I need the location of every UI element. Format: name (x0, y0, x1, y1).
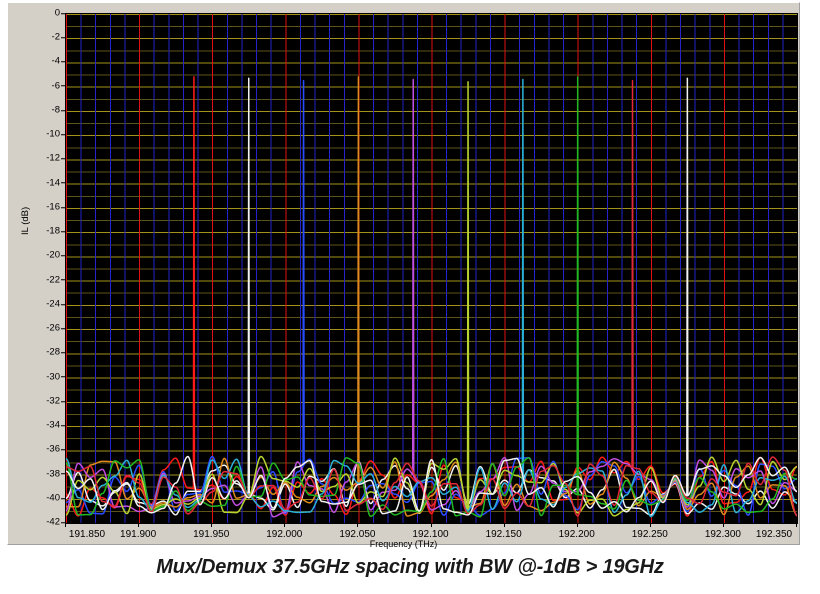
y-axis-title: IL (dB) (20, 206, 31, 235)
y-axis-tick: -10 (30, 129, 65, 139)
y-axis-tick-mark (61, 303, 65, 305)
y-axis-tick: -40 (30, 493, 65, 503)
y-axis-tick-mark (61, 425, 65, 427)
trace-ch2 (66, 77, 797, 516)
y-axis-tick: -18 (30, 226, 65, 236)
y-axis-tick-mark (61, 231, 65, 233)
y-axis-tick-mark (61, 255, 65, 257)
y-axis-tick: -12 (30, 154, 65, 164)
y-axis-tick-mark (61, 522, 65, 523)
x-axis-tick: 191.950 (193, 529, 230, 540)
y-axis-tick: 0 (30, 8, 65, 18)
x-axis-tick-mark (430, 523, 432, 527)
y-axis-tick: -22 (30, 275, 65, 285)
x-axis-tick: 192.000 (266, 529, 303, 540)
y-axis-tick: -32 (30, 396, 65, 406)
y-axis-tick: -28 (30, 348, 65, 358)
y-axis-tick: -4 (30, 57, 65, 67)
instrument-panel: 0 -2 -4 -6 -8 -10 -12 -14 -16 -18 -20 -22 -24 -26 -28 -… (7, 2, 800, 549)
figure-caption: Mux/Demux 37.5GHz spacing with BW @-1dB … (156, 556, 664, 578)
x-axis-tick-mark (576, 523, 578, 527)
trace-ch10 (66, 77, 797, 516)
vertical-major-gridlines (66, 14, 797, 523)
y-axis-tick: -24 (30, 299, 65, 309)
y-axis-tick-mark (61, 182, 65, 184)
x-axis-tick: 192.250 (631, 529, 668, 540)
x-axis-tick: 192.300 (704, 529, 741, 540)
y-axis-tick-mark (61, 279, 65, 281)
y-axis-tick-mark (61, 37, 65, 39)
y-axis-tick: -42 (30, 517, 65, 527)
y-axis-tick: -8 (30, 105, 65, 115)
y-axis-tick-mark (61, 13, 65, 14)
plot-canvas (66, 14, 797, 523)
trace-ch5 (66, 78, 797, 518)
x-axis-tick-mark (211, 523, 213, 527)
y-axis-tick: -6 (30, 81, 65, 91)
x-axis-title: Frequency (THz) (369, 539, 438, 549)
y-axis-tick-mark (61, 376, 65, 378)
y-axis-tick-mark (61, 352, 65, 354)
x-axis-tick: 192.200 (558, 529, 595, 540)
y-axis-tick-mark (61, 497, 65, 499)
x-axis-tick-mark (722, 523, 724, 527)
x-axis-tick-mark (649, 523, 651, 527)
trace-ch1 (66, 76, 797, 517)
y-axis-tick: -26 (30, 323, 65, 333)
x-axis-tick-mark (796, 523, 797, 527)
y-axis-tick: -20 (30, 251, 65, 261)
y-axis-tick-mark (61, 449, 65, 451)
trace-ch7 (66, 78, 797, 518)
y-axis-tick-mark (61, 85, 65, 87)
y-axis-tick: -2 (30, 32, 65, 42)
x-axis-tick: 191.850 (68, 529, 106, 540)
y-axis-tick: -30 (30, 372, 65, 382)
y-axis-tick-mark (61, 134, 65, 136)
trace-ch9 (66, 79, 797, 517)
trace-ch4 (66, 76, 797, 517)
x-axis-tick-mark (138, 523, 140, 527)
x-axis: 191.850 191.900 191.950 192.000 192.050 192.1… (65, 523, 797, 540)
x-axis-tick: 192.150 (485, 529, 522, 540)
x-axis-tick: 191.900 (120, 529, 157, 540)
x-axis-tick: 192.050 (339, 529, 376, 540)
trace-ch3 (66, 79, 797, 517)
x-axis-tick-mark (65, 523, 66, 527)
y-axis-tick-mark (61, 109, 65, 111)
y-axis-tick: -36 (30, 445, 65, 455)
spectral-traces (66, 76, 797, 518)
y-axis-tick-mark (61, 473, 65, 475)
y-axis-tick-mark (61, 328, 65, 330)
y-axis-tick: -38 (30, 469, 65, 479)
y-axis-tick: -16 (30, 202, 65, 212)
x-axis-tick: 192.100 (412, 529, 449, 540)
x-axis-tick-mark (284, 523, 286, 527)
plot-area (65, 13, 798, 524)
y-axis: 0 -2 -4 -6 -8 -10 -12 -14 -16 -18 -20 -22 -24 -26 -28 -… (26, 8, 65, 526)
y-axis-tick-mark (61, 400, 65, 402)
y-axis-tick: -34 (30, 420, 65, 430)
x-axis-tick-mark (503, 523, 505, 527)
y-axis-tick-mark (61, 158, 65, 160)
x-axis-tick-mark (357, 523, 359, 527)
y-axis-tick: -14 (30, 178, 65, 188)
y-axis-tick-mark (61, 206, 65, 208)
x-axis-tick: 192.350 (755, 529, 793, 540)
trace-ch8 (66, 76, 797, 518)
trace-ch6 (66, 81, 797, 517)
y-axis-tick-mark (61, 61, 65, 63)
